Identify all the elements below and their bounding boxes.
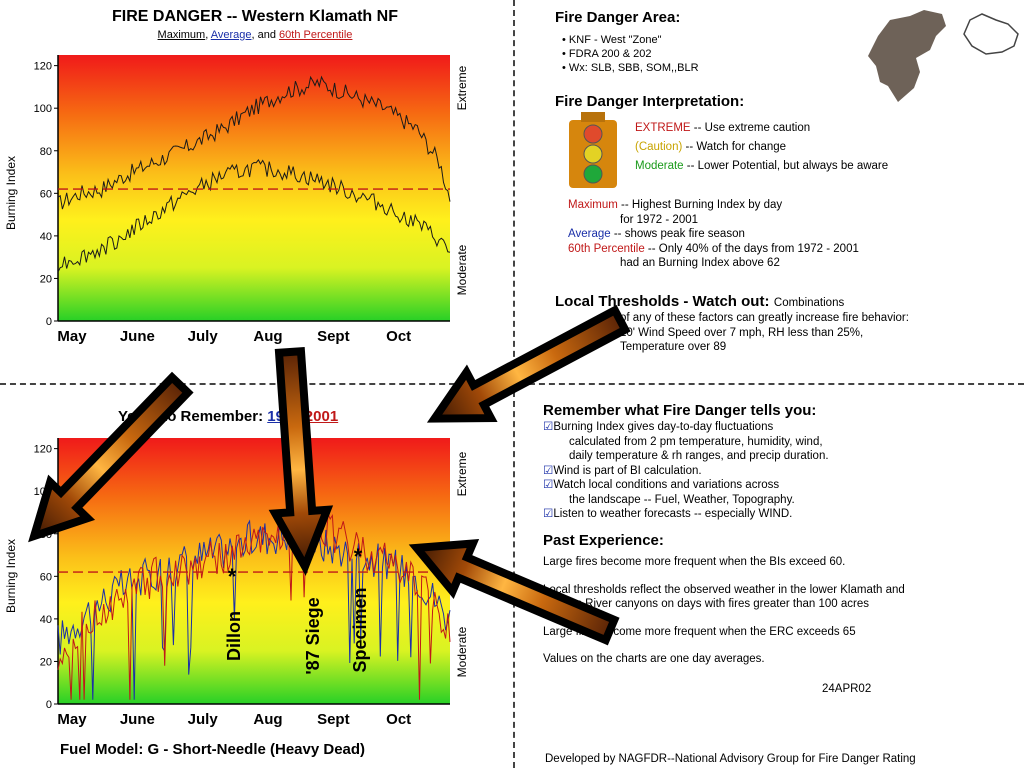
y-tick-label: 0	[46, 316, 52, 328]
fire-marker-star: *	[354, 544, 363, 569]
y-tick-label: 100	[34, 486, 52, 498]
top-chart-title: FIRE DANGER -- Western Klamath NF	[112, 8, 398, 25]
y-tick-label: 0	[46, 699, 52, 711]
x-tick-label: Oct	[386, 711, 411, 728]
remember-list: ☑Burning Index gives day-to-day fluctuat…	[543, 421, 829, 520]
vertical-divider	[513, 0, 515, 768]
legend-average: Average	[210, 29, 252, 41]
y-tick-label: 20	[40, 273, 52, 285]
fire-area-heading: Fire Danger Area:	[555, 9, 681, 26]
legend-maximum: Maximum	[157, 29, 206, 41]
region-map	[868, 10, 1019, 102]
x-tick-label: Oct	[386, 328, 411, 345]
plot-background	[58, 55, 450, 321]
y-tick-label: 60	[40, 571, 52, 583]
y-tick-label: 40	[40, 614, 52, 626]
series-line-2001	[57, 511, 451, 700]
y-tick-label: 20	[40, 656, 52, 668]
list-item: ☑Burning Index gives day-to-day fluctuat…	[543, 421, 774, 433]
x-tick-label: Sept	[317, 328, 350, 345]
top-chart-subtitle: Maximum, Average, and 60th Percentile	[157, 29, 353, 41]
y-tick-label: 40	[40, 231, 52, 243]
checkmark-icon: ☑	[543, 479, 554, 491]
fire-label-dillon: Dillon	[224, 611, 244, 661]
fire-marker-star: *	[306, 538, 315, 563]
x-tick-label: Aug	[253, 328, 282, 345]
interpretation-levels: EXTREME -- Use extreme caution (Caution)…	[635, 121, 888, 178]
series-line-maximum	[57, 75, 451, 210]
x-tick-label: June	[120, 711, 155, 728]
y-tick-label: 120	[34, 444, 52, 456]
level-moderate: Moderate -- Lower Potential, but always …	[635, 160, 889, 172]
right-label-extreme: Extreme	[455, 451, 469, 496]
right-label-moderate: Moderate	[455, 626, 469, 677]
level-extreme: EXTREME -- Use extreme caution	[635, 122, 811, 134]
past-heading: Past Experience:	[543, 532, 664, 549]
top-fire-danger-chart: 0 20 40 60 80 100 120 May June July Aug Sept Oct Bur…	[4, 55, 469, 345]
series-line-1994	[57, 519, 451, 700]
fuel-model-label: Fuel Model: G - Short-Needle (Heavy Dead…	[60, 741, 366, 758]
traffic-light-icon	[569, 112, 617, 188]
right-label-moderate: Moderate	[455, 244, 469, 295]
remember-heading: Remember what Fire Danger tells you:	[543, 402, 817, 419]
x-tick-label: July	[188, 328, 219, 345]
y-tick-label: 100	[34, 103, 52, 115]
list-item: • FDRA 200 & 202	[562, 48, 652, 60]
x-tick-label: Aug	[253, 711, 282, 728]
x-tick-label: Sept	[317, 711, 350, 728]
y-tick-label: 80	[40, 146, 52, 158]
fire-marker-star: *	[228, 564, 237, 589]
x-tick-label: July	[188, 711, 219, 728]
footer-credit: Developed by NAGFDR--National Advisory G…	[545, 753, 916, 765]
fire-area-bullets: • KNF - West "Zone" • FDRA 200 & 202 • W…	[562, 33, 699, 75]
horizontal-divider	[0, 383, 1024, 385]
right-label-extreme: Extreme	[455, 65, 469, 110]
thresholds-text: of any of these factors can greatly incr…	[620, 312, 909, 353]
y-tick-label: 60	[40, 188, 52, 200]
x-tick-label: May	[57, 711, 87, 728]
y-axis-label: Burning Index	[4, 156, 18, 230]
x-tick-label: May	[57, 328, 87, 345]
y-axis-label: Burning Index	[4, 539, 18, 613]
date-stamp: 24APR02	[822, 683, 872, 695]
x-tick-label: June	[120, 328, 155, 345]
past-text: Large fires become more frequent when th…	[543, 556, 905, 665]
list-item: • Wx: SLB, SBB, SOM,,BLR	[562, 62, 699, 74]
list-item: ☑Watch local conditions and variations a…	[543, 479, 780, 491]
y-tick-label: 120	[34, 61, 52, 73]
legend-60th-percentile: 60th Percentile	[279, 29, 353, 41]
series-line-average	[57, 158, 451, 273]
level-caution: (Caution) -- Watch for change	[635, 141, 787, 153]
y-tick-label: 80	[40, 529, 52, 541]
fire-label-specimen: Specimen	[350, 587, 370, 672]
map-shape-outline	[963, 13, 1019, 55]
plot-background	[58, 438, 450, 704]
interpretation-definitions: Maximum -- Highest Burning Index by day …	[568, 199, 859, 269]
fire-label-siege: '87 Siege	[303, 597, 323, 674]
list-item: ☑Wind is part of BI calculation.	[543, 464, 702, 477]
checkmark-icon: ☑	[543, 421, 554, 433]
map-shape-main	[868, 10, 946, 102]
interpretation-heading: Fire Danger Interpretation:	[555, 93, 745, 110]
checkmark-icon: ☑	[543, 464, 554, 477]
checkmark-icon: ☑	[543, 508, 554, 520]
list-item: ☑Listen to weather forecasts -- especial…	[543, 508, 793, 520]
list-item: • KNF - West "Zone"	[562, 34, 662, 46]
thresholds-heading: Local Thresholds - Watch out: Combinatio…	[555, 293, 845, 310]
